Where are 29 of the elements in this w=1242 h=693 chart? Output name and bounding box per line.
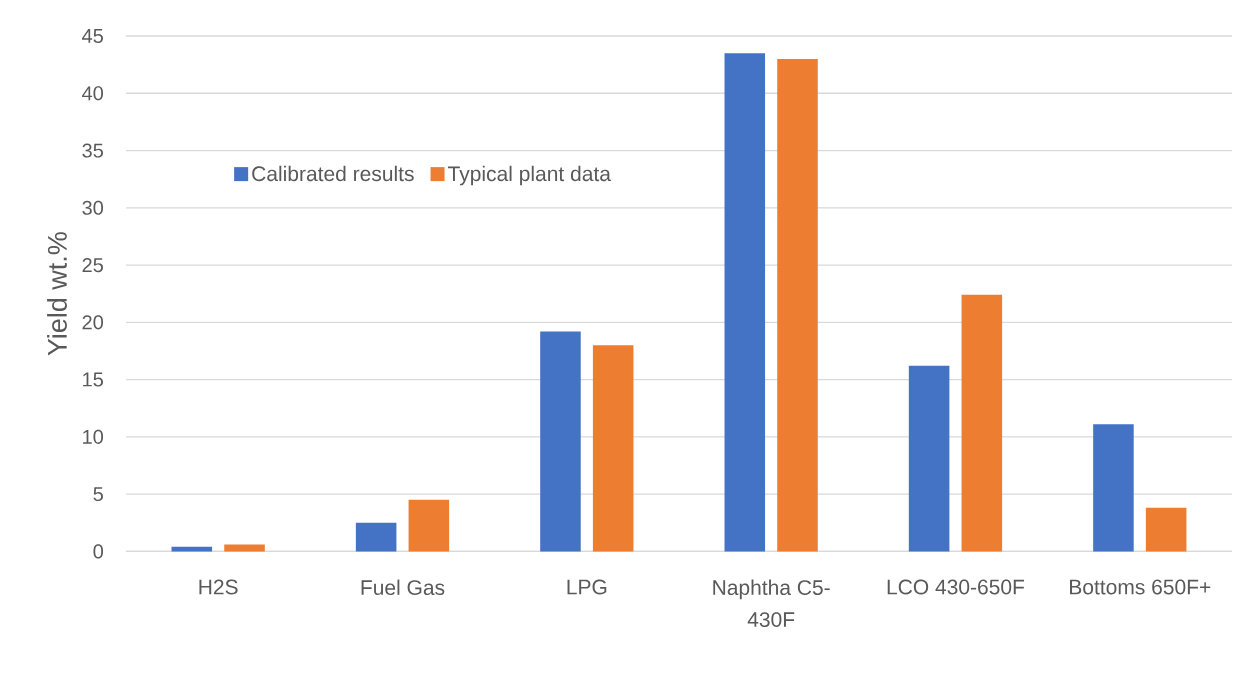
y-tick-label: 35: [82, 143, 103, 158]
y-tick-label: 15: [83, 372, 103, 387]
bar: [355, 522, 397, 552]
x-tick-label: Naphtha C5-430F: [713, 579, 830, 628]
x-tick-label: H2S: [199, 579, 238, 595]
y-tick-label: 0: [93, 544, 104, 559]
y-axis-title: Yield wt.%: [47, 232, 67, 356]
x-tick-label: LPG: [567, 579, 607, 595]
y-tick-label: 25: [82, 257, 103, 273]
bar: [408, 499, 450, 552]
y-tick-label: 20: [82, 315, 104, 330]
bar: [961, 294, 1003, 552]
bar: [724, 53, 766, 552]
x-tick-label: Bottoms 650F+: [1070, 579, 1211, 595]
bar: [777, 58, 818, 552]
legend-label: Calibrated results: [252, 165, 414, 182]
y-tick-label: 10: [83, 429, 104, 444]
bar: [540, 331, 581, 552]
y-tick-label: 40: [82, 86, 104, 101]
y-tick-label: 5: [93, 487, 103, 502]
x-tick-label: Fuel Gas: [361, 579, 445, 596]
y-tick-label: 30: [82, 200, 104, 215]
x-tick-label: LCO 430-650F: [887, 579, 1025, 595]
bar: [908, 365, 950, 552]
bar: [1145, 507, 1187, 552]
legend-label: Typical plant data: [448, 165, 611, 186]
bar: [592, 345, 634, 552]
y-tick-label: 45: [82, 29, 103, 43]
bar: [1093, 424, 1134, 552]
